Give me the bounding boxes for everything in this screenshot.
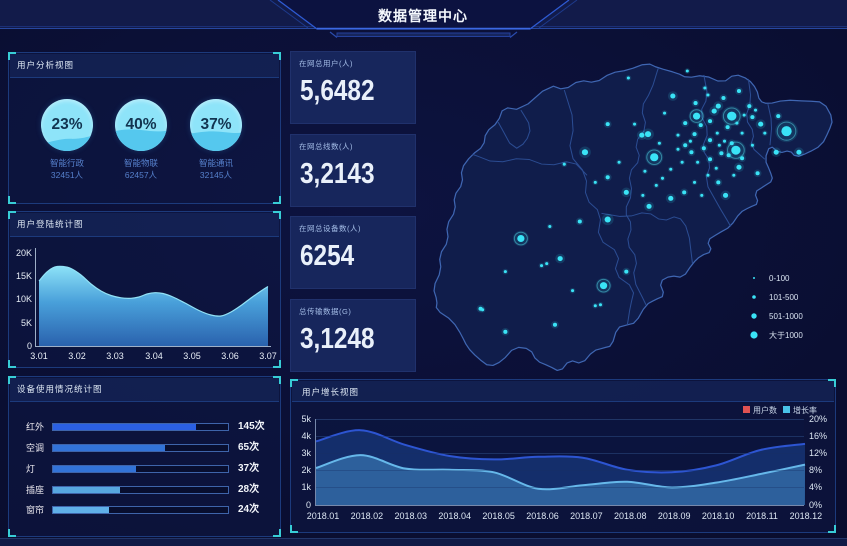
svg-text:2018.04: 2018.04 — [438, 511, 471, 521]
svg-text:2018.05: 2018.05 — [482, 511, 515, 521]
svg-text:3.07: 3.07 — [259, 351, 277, 361]
svg-text:2018.08: 2018.08 — [614, 511, 647, 521]
svg-text:5K: 5K — [21, 318, 32, 328]
svg-text:4%: 4% — [809, 482, 822, 492]
svg-text:大于1000: 大于1000 — [769, 330, 803, 340]
svg-text:3.04: 3.04 — [145, 351, 163, 361]
svg-text:501-1000: 501-1000 — [769, 312, 803, 321]
svg-text:2018.03: 2018.03 — [395, 511, 428, 521]
svg-text:16%: 16% — [809, 431, 827, 441]
svg-text:0%: 0% — [809, 500, 822, 510]
svg-text:2018.06: 2018.06 — [526, 511, 559, 521]
svg-text:12%: 12% — [809, 448, 827, 458]
svg-text:20K: 20K — [16, 248, 32, 258]
svg-text:2018.01: 2018.01 — [307, 511, 340, 521]
svg-text:5k: 5k — [301, 414, 311, 424]
svg-text:2018.09: 2018.09 — [658, 511, 691, 521]
svg-text:2018.07: 2018.07 — [570, 511, 603, 521]
svg-text:0-100: 0-100 — [769, 274, 790, 283]
svg-text:8%: 8% — [809, 465, 822, 475]
svg-text:3.01: 3.01 — [30, 351, 48, 361]
svg-text:2k: 2k — [301, 465, 311, 475]
svg-text:用户数: 用户数 — [753, 405, 777, 415]
svg-text:2018.12: 2018.12 — [790, 511, 823, 521]
svg-text:101-500: 101-500 — [769, 293, 799, 302]
svg-text:3k: 3k — [301, 448, 311, 458]
svg-text:3.03: 3.03 — [106, 351, 124, 361]
svg-text:3.05: 3.05 — [183, 351, 201, 361]
svg-text:2018.02: 2018.02 — [351, 511, 384, 521]
svg-text:3.06: 3.06 — [221, 351, 239, 361]
svg-text:0: 0 — [306, 500, 311, 510]
svg-text:2018.10: 2018.10 — [702, 511, 735, 521]
svg-text:数据管理中心: 数据管理中心 — [378, 8, 468, 24]
svg-text:10K: 10K — [16, 294, 32, 304]
svg-text:3.02: 3.02 — [68, 351, 86, 361]
svg-text:1k: 1k — [301, 482, 311, 492]
svg-text:15K: 15K — [16, 271, 32, 281]
svg-text:增长率: 增长率 — [793, 405, 817, 415]
svg-text:4k: 4k — [301, 431, 311, 441]
svg-text:20%: 20% — [809, 414, 827, 424]
svg-text:2018.11: 2018.11 — [746, 511, 778, 521]
svg-text:0: 0 — [27, 341, 32, 351]
